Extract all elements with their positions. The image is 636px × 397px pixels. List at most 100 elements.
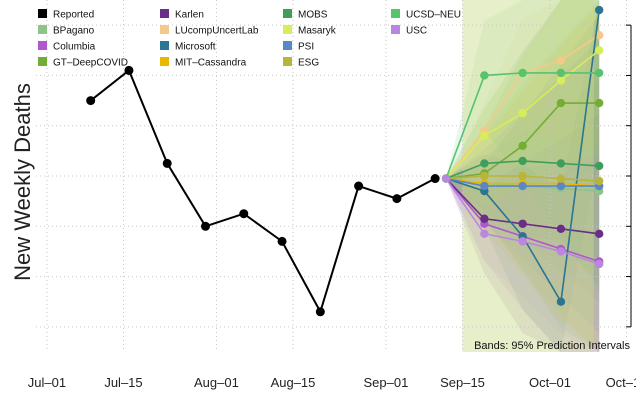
series-point — [594, 46, 604, 55]
legend-label: PSI — [298, 42, 314, 53]
legend-swatch — [38, 41, 47, 50]
legend-item: LUcompUncertLab — [160, 25, 259, 37]
series-point — [518, 219, 527, 228]
series-point — [518, 68, 527, 78]
legend-item: BPagano — [38, 25, 95, 37]
series-point — [480, 229, 489, 239]
legend-swatch — [160, 57, 169, 66]
series-point — [480, 71, 489, 80]
legend-swatch — [160, 9, 169, 18]
series-point — [556, 181, 566, 191]
legend-label: Reported — [53, 10, 94, 21]
legend-item: Columbia — [38, 41, 96, 53]
legend-item: UCSD–NEU — [391, 9, 461, 21]
x-tick-label: Jul–01 — [28, 375, 66, 390]
series-point — [594, 98, 604, 108]
legend-swatch — [38, 25, 47, 34]
legend-label: LUcompUncertLab — [175, 26, 259, 37]
legend: Reported BPagano Columbia GT–DeepCOVID Karle… — [38, 9, 461, 69]
series-point — [480, 181, 489, 191]
legend-swatch — [391, 25, 400, 34]
x-tick-label: Oct–01 — [529, 375, 571, 390]
x-axis-ticks: Jul–01 Jul–15 Aug–01 Aug–15 Sep–01 Sep–15 Oct–… — [28, 375, 636, 390]
series-point — [518, 108, 527, 118]
series-point — [594, 5, 604, 15]
legend-item: Karlen — [160, 9, 204, 21]
legend-swatch — [283, 57, 292, 66]
reported-point — [86, 96, 96, 106]
reported-point — [239, 209, 249, 219]
x-tick-label: Oct–15 — [606, 375, 636, 390]
legend-label: MOBS — [298, 10, 328, 21]
legend-swatch — [160, 41, 169, 50]
bands-annotation: Bands: 95% Prediction Intervals — [474, 340, 630, 352]
y-axis-label: New Weekly Deaths — [10, 83, 35, 281]
legend-swatch — [38, 57, 47, 66]
series-point — [518, 171, 527, 181]
legend-item: ESG — [283, 57, 319, 69]
series-point — [556, 174, 566, 183]
series-point — [556, 56, 566, 65]
x-tick-label: Jul–15 — [104, 375, 142, 390]
series-point — [556, 76, 566, 85]
series-point — [594, 68, 604, 78]
legend-swatch — [160, 25, 169, 34]
legend-label: Columbia — [53, 42, 96, 53]
legend-item: PSI — [283, 41, 314, 53]
series-point — [556, 159, 566, 168]
legend-label: UCSD–NEU — [406, 10, 461, 21]
series-point — [480, 159, 489, 168]
right-axis — [626, 24, 632, 328]
legend-item: Microsoft — [160, 41, 216, 53]
reported-point — [430, 174, 440, 184]
reported-point — [354, 181, 364, 191]
legend-label: USC — [406, 26, 427, 37]
series-point — [556, 224, 566, 233]
series-point — [518, 237, 527, 246]
series-point — [556, 98, 566, 108]
series-point — [594, 161, 604, 171]
reported-series — [86, 65, 440, 317]
legend-item: Reported — [38, 9, 94, 21]
legend-swatch — [283, 9, 292, 18]
series-11 — [441, 171, 604, 186]
series-point — [556, 247, 566, 256]
legend-swatch — [391, 9, 400, 18]
series-point — [480, 171, 489, 181]
legend-label: BPagano — [53, 26, 95, 37]
reported-point — [124, 65, 134, 75]
legend-item: Masaryk — [283, 25, 337, 37]
legend-label: GT–DeepCOVID — [53, 58, 128, 69]
x-tick-label: Sep–01 — [364, 375, 409, 390]
reported-point — [201, 221, 211, 231]
series-point — [518, 181, 527, 191]
legend-label: MIT–Cassandra — [175, 58, 247, 69]
x-tick-label: Aug–01 — [194, 375, 239, 390]
reported-point — [315, 307, 325, 317]
legend-item: MOBS — [283, 9, 328, 21]
legend-label: ESG — [298, 58, 319, 69]
series-point — [480, 214, 489, 223]
legend-swatch — [283, 25, 292, 34]
series-point — [594, 176, 604, 186]
series-point — [594, 31, 604, 40]
reported-line — [90, 68, 436, 315]
x-tick-label: Sep–15 — [440, 375, 485, 390]
series-point — [518, 141, 527, 151]
series-point — [556, 297, 566, 306]
series-point — [518, 156, 527, 166]
reported-point — [162, 158, 172, 168]
legend-item: MIT–Cassandra — [160, 57, 247, 69]
series-point — [556, 68, 566, 78]
forecast-series — [441, 5, 604, 306]
legend-label: Karlen — [175, 10, 204, 21]
series-point — [594, 259, 604, 269]
series-point — [480, 131, 489, 140]
x-tick-label: Aug–15 — [271, 375, 316, 390]
legend-label: Microsoft — [175, 42, 216, 53]
reported-point — [277, 236, 287, 246]
series-point — [594, 229, 604, 239]
reported-point — [392, 194, 402, 204]
legend-swatch — [283, 41, 292, 50]
